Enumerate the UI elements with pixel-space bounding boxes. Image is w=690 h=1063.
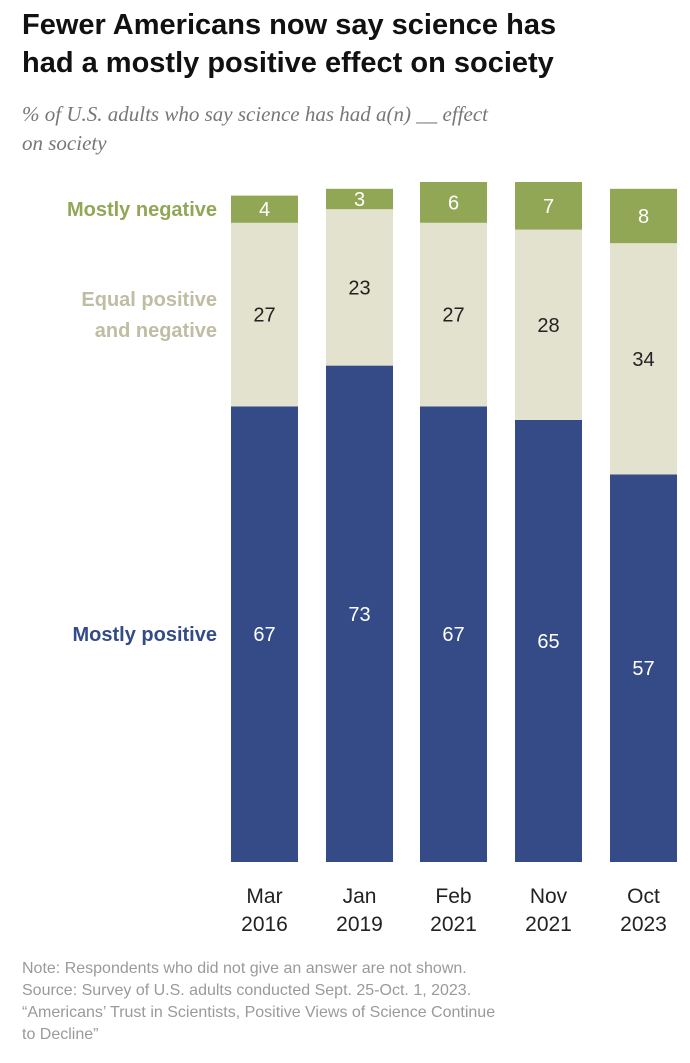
x-tick-mar-2016: Mar 2016 <box>241 885 288 936</box>
data-label-mostly-positive-oct-2023: 57 <box>632 658 654 680</box>
chart-note: Note: Respondents who did not give an an… <box>22 958 682 1046</box>
bar-segment-mostly-positive-feb-2021 <box>420 406 487 862</box>
bar-segment-mostly-negative-feb-2021 <box>420 182 487 223</box>
x-tick-oct-2023: Oct 2023 <box>620 885 667 936</box>
data-label-mostly-positive-mar-2016: 67 <box>253 624 275 646</box>
legend-label-mostly-positive: Mostly positive <box>73 624 217 646</box>
data-label-mostly-positive-nov-2021: 65 <box>537 631 559 653</box>
note-line-1: Note: Respondents who did not give an an… <box>22 960 467 977</box>
x-tick-nov-2021: Nov 2021 <box>525 885 572 936</box>
data-label-mostly-negative-oct-2023: 8 <box>638 206 649 228</box>
x-tick-feb-2021: Feb 2021 <box>430 885 477 936</box>
bar-segment-equal-feb-2021 <box>420 222 487 407</box>
data-label-equal-mar-2016: 27 <box>253 305 275 327</box>
chart-subtitle-line-2: on society <box>22 131 107 155</box>
bar-segment-mostly-positive-nov-2021 <box>515 420 582 862</box>
data-label-equal-nov-2021: 28 <box>537 315 559 337</box>
data-label-mostly-negative-nov-2021: 7 <box>543 196 554 218</box>
bar-segment-equal-jan-2019 <box>326 209 393 366</box>
bar-segment-equal-mar-2016 <box>231 222 298 407</box>
bar-segment-equal-oct-2023 <box>610 243 677 475</box>
chart-subtitle-line-1: % of U.S. adults who say science has had… <box>22 102 488 126</box>
data-label-mostly-negative-mar-2016: 4 <box>259 199 270 221</box>
bar-segment-mostly-negative-mar-2016 <box>231 195 298 223</box>
data-label-equal-feb-2021: 27 <box>442 305 464 327</box>
data-label-mostly-negative-feb-2021: 6 <box>448 192 459 214</box>
data-label-mostly-positive-jan-2019: 73 <box>348 604 370 626</box>
bar-segment-mostly-positive-jan-2019 <box>326 365 393 862</box>
bar-segment-mostly-negative-oct-2023 <box>610 188 677 244</box>
data-label-equal-jan-2019: 23 <box>348 277 370 299</box>
data-label-mostly-positive-feb-2021: 67 <box>442 624 464 646</box>
bar-segment-mostly-negative-jan-2019 <box>326 188 393 210</box>
note-line-4: to Decline” <box>22 1026 99 1043</box>
stacked-bar-chart: 67 27 4 73 23 3 67 27 6 65 28 7 57 34 8 Mostly positive… <box>67 182 677 936</box>
data-label-equal-oct-2023: 34 <box>632 349 654 371</box>
chart-title-line-2: had a mostly positive effect on society <box>22 47 554 79</box>
bar-segment-mostly-positive-oct-2023 <box>610 474 677 862</box>
x-tick-jan-2019: Jan 2019 <box>336 885 383 936</box>
bar-segment-mostly-negative-nov-2021 <box>515 182 582 230</box>
data-label-mostly-negative-jan-2019: 3 <box>354 189 365 211</box>
bar-segment-mostly-positive-mar-2016 <box>231 406 298 862</box>
legend-label-mostly-negative: Mostly negative <box>67 199 217 221</box>
note-line-3: “Americans’ Trust in Scientists, Positiv… <box>22 1004 496 1021</box>
chart-title: Fewer Americans now say science has had … <box>22 6 682 82</box>
legend-label-equal: Equal positive and negative <box>81 289 217 342</box>
chart-subtitle: % of U.S. adults who say science has had… <box>22 100 682 158</box>
note-line-2: Source: Survey of U.S. adults conducted … <box>22 982 472 999</box>
bar-segment-equal-nov-2021 <box>515 229 582 420</box>
chart-title-line-1: Fewer Americans now say science has <box>22 9 557 41</box>
